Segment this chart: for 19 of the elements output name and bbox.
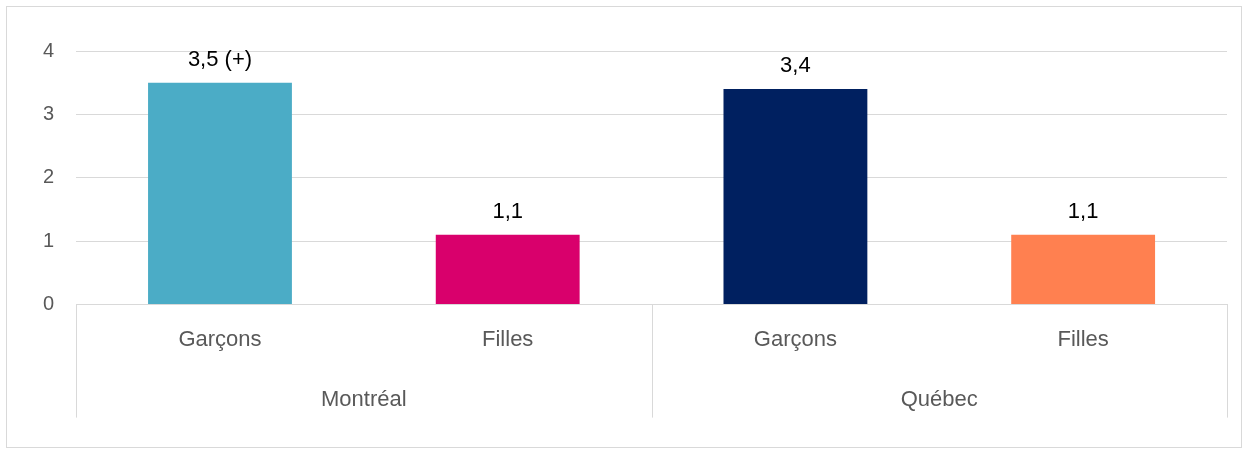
text: Montréal xyxy=(321,385,407,411)
x-tick-label: Garçons xyxy=(178,325,262,351)
bar xyxy=(1011,234,1156,305)
data-label: 1,1 xyxy=(1067,197,1099,223)
x-tick-label: Filles xyxy=(1057,325,1109,351)
x-tick-label: Filles xyxy=(482,325,534,351)
y-tick-label: 1 xyxy=(43,228,55,251)
text: Québec xyxy=(900,385,978,411)
data-label: 3,4 xyxy=(780,52,811,78)
y-tick-label: 0 xyxy=(43,292,55,315)
y-tick-label: 4 xyxy=(43,38,55,61)
data-label: 3,5 (+) xyxy=(187,45,253,71)
bar xyxy=(435,234,580,305)
data-label: 1,1 xyxy=(492,197,523,223)
bar xyxy=(723,89,868,305)
y-tick-label: 2 xyxy=(43,165,55,188)
y-tick-label: 3 xyxy=(43,101,55,124)
x-tick-label: Garçons xyxy=(753,325,837,351)
bar xyxy=(148,82,292,305)
